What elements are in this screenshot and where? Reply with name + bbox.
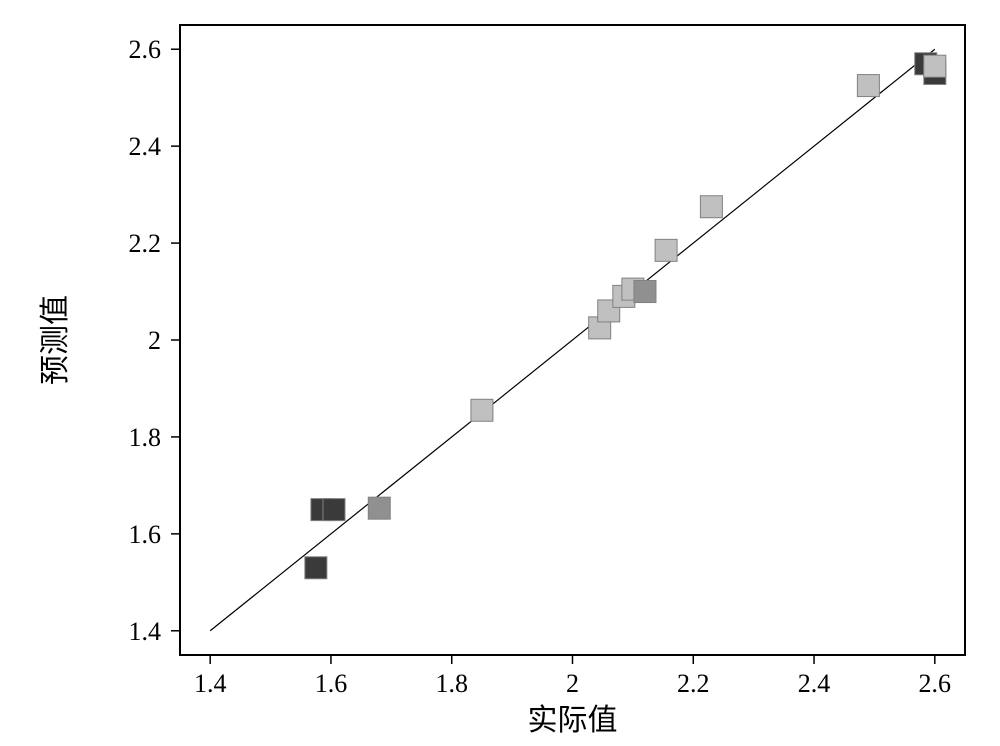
- x-tick-label: 2: [566, 669, 579, 698]
- data-point: [305, 557, 327, 579]
- data-point: [323, 499, 345, 521]
- data-point: [700, 196, 722, 218]
- x-tick-label: 1.8: [435, 669, 468, 698]
- y-tick-label: 2.4: [129, 132, 162, 161]
- data-point: [655, 239, 677, 261]
- y-tick-label: 1.6: [129, 520, 162, 549]
- y-axis-label: 预测值: [39, 295, 72, 385]
- data-point: [368, 497, 390, 519]
- data-point: [924, 55, 946, 77]
- x-tick-label: 2.6: [919, 669, 952, 698]
- chart-svg: 1.4 1.6 1.8 2 2.2 2.4 2.6 1.4 1.6 1.8 2 2.2 2.4 2.6 实际…: [0, 0, 1000, 746]
- x-tick-label: 2.2: [677, 669, 710, 698]
- y-tick-label: 1.8: [129, 423, 162, 452]
- scatter-chart: 1.4 1.6 1.8 2 2.2 2.4 2.6 1.4 1.6 1.8 2 2.2 2.4 2.6 实际…: [0, 0, 1000, 746]
- y-tick-label: 2: [148, 326, 161, 355]
- y-tick-label: 2.2: [129, 229, 162, 258]
- y-tick-label: 2.6: [129, 35, 162, 64]
- data-point: [857, 75, 879, 97]
- x-tick-label: 1.4: [194, 669, 227, 698]
- data-point: [471, 399, 493, 421]
- x-axis-label: 实际值: [528, 704, 618, 737]
- data-point: [634, 281, 656, 303]
- y-tick-label: 1.4: [129, 617, 162, 646]
- x-tick-label: 1.6: [315, 669, 348, 698]
- x-tick-label: 2.4: [798, 669, 831, 698]
